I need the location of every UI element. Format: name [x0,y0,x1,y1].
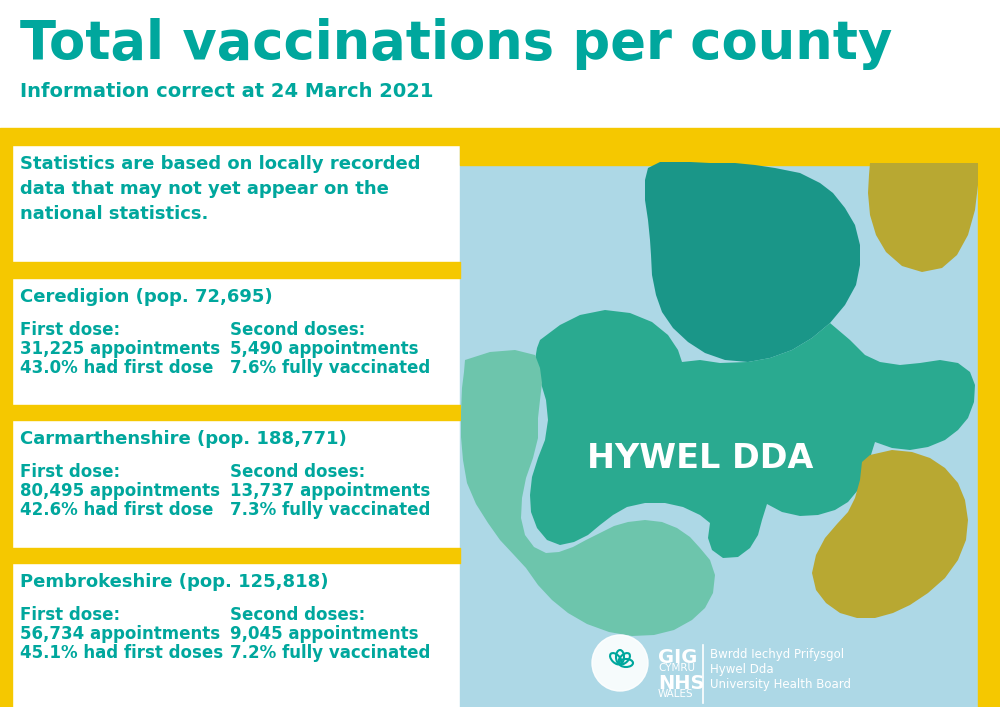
Text: 43.0% had first dose: 43.0% had first dose [20,359,213,377]
Text: Second doses:: Second doses: [230,463,365,481]
Polygon shape [868,163,978,272]
Text: Hywel Dda: Hywel Dda [710,663,774,676]
Text: First dose:: First dose: [20,463,120,481]
Text: First dose:: First dose: [20,321,120,339]
Text: 45.1% had first doses: 45.1% had first doses [20,644,223,662]
Polygon shape [530,310,975,558]
Circle shape [592,635,648,691]
Text: Total vaccinations per county: Total vaccinations per county [20,18,892,70]
Text: 7.2% fully vaccinated: 7.2% fully vaccinated [230,644,430,662]
Text: 7.3% fully vaccinated: 7.3% fully vaccinated [230,501,430,519]
Text: WALES: WALES [658,689,694,699]
Text: 5,490 appointments: 5,490 appointments [230,340,418,358]
Text: 42.6% had first dose: 42.6% had first dose [20,501,213,519]
Text: CYMRU: CYMRU [658,663,695,673]
Text: Carmarthenshire (pop. 188,771): Carmarthenshire (pop. 188,771) [20,430,347,448]
Text: Bwrdd Iechyd Prifysgol: Bwrdd Iechyd Prifysgol [710,648,844,661]
Text: GIG: GIG [658,648,697,667]
Text: 13,737 appointments: 13,737 appointments [230,482,430,500]
Text: Second doses:: Second doses: [230,606,365,624]
Text: Ceredigion (pop. 72,695): Ceredigion (pop. 72,695) [20,288,273,306]
Text: Information correct at 24 March 2021: Information correct at 24 March 2021 [20,82,434,101]
Polygon shape [645,162,860,362]
Polygon shape [461,350,715,636]
Text: First dose:: First dose: [20,606,120,624]
Text: Pembrokeshire (pop. 125,818): Pembrokeshire (pop. 125,818) [20,573,328,591]
Text: Second doses:: Second doses: [230,321,365,339]
Text: 7.6% fully vaccinated: 7.6% fully vaccinated [230,359,430,377]
Text: 31,225 appointments: 31,225 appointments [20,340,220,358]
Text: 56,734 appointments: 56,734 appointments [20,625,220,643]
Text: 9,045 appointments: 9,045 appointments [230,625,418,643]
Text: University Health Board: University Health Board [710,678,851,691]
Text: 80,495 appointments: 80,495 appointments [20,482,220,500]
Text: Statistics are based on locally recorded
data that may not yet appear on the
nat: Statistics are based on locally recorded… [20,155,420,223]
Text: NHS: NHS [658,674,704,693]
Polygon shape [812,450,968,618]
Text: HYWEL DDA: HYWEL DDA [587,441,813,474]
